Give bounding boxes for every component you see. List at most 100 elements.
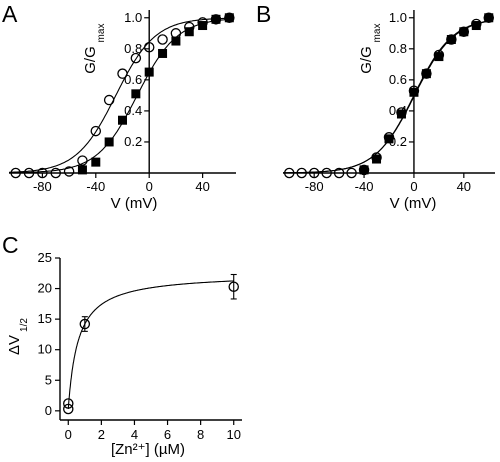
panel-c-circle-point (63, 398, 74, 409)
panel-c-circle-point (79, 318, 91, 330)
panel-a-square-point (144, 67, 154, 77)
panel-c-chart: 0 2 4 6 8 10 0 5 10 15 20 25 (38, 250, 242, 442)
panel-b-y-tick-label: 1.0 (389, 10, 407, 25)
panel-b-circle-point (283, 167, 295, 179)
panel-c-circle-point (228, 281, 239, 292)
panel-a-y-label-sub: max (96, 24, 107, 43)
panel-b-x-label: V (mV) (390, 195, 437, 212)
panel-a-circle-point (184, 21, 195, 33)
panel-a-circle-point (50, 167, 61, 179)
panel-a-square-point (118, 115, 127, 125)
panel-c-x-tick-label: 4 (131, 427, 138, 442)
panel-letter-a: A (2, 1, 18, 27)
panel-a-x-tick-label: -80 (33, 179, 52, 194)
panel-a-square-point (224, 13, 234, 23)
panel-b-y-tick-label: 0.6 (389, 72, 407, 87)
panel-a-circle-point (10, 167, 21, 179)
panel-c-x-tick-label: 0 (65, 427, 72, 442)
panel-a-circle-point (63, 166, 75, 177)
panel-c-y-tick-label: 5 (45, 372, 52, 387)
panel-c-y-tick-label: 15 (38, 311, 52, 326)
panel-b-square-point (434, 52, 444, 62)
panel-a-circle-point (117, 68, 128, 79)
panel-a-square-point (158, 48, 168, 58)
panel-a-x-tick-label: 0 (146, 179, 153, 194)
panel-a-y-tick-label: 0.4 (124, 103, 142, 118)
panel-b-circle-point (358, 164, 370, 176)
panel-a-circle-point (37, 167, 48, 179)
panel-a-x-tick-label: 40 (195, 179, 209, 194)
panel-c-x-tick-label: 10 (226, 427, 240, 442)
panel-a-circle-point (157, 34, 168, 45)
panel-b-square-point (484, 13, 494, 23)
panel-b-circle-point (296, 167, 307, 179)
panel-b-square-point (372, 154, 382, 164)
panel-b-circle-point (483, 12, 495, 24)
panel-b-circle-point (333, 167, 345, 179)
panel-a-y-tick-label: 0.6 (124, 72, 142, 87)
panel-a-circle-point (143, 42, 155, 53)
panel-a-square-point (131, 89, 141, 99)
panel-c-fit-curve (67, 280, 234, 410)
panel-c-y-tick-label: 25 (38, 250, 52, 265)
panel-b-fit-curve-1 (283, 20, 489, 174)
panel-a-y-label: G/G max (82, 24, 107, 74)
panel-a-x-tick-label: -40 (86, 179, 105, 194)
panel-b-circle-point (346, 167, 357, 179)
panel-a-square-point (91, 157, 101, 167)
panel-a-y-tick-label: 0.8 (124, 41, 142, 56)
panel-a-circle-point (130, 52, 142, 64)
panel-b-circle-point (408, 85, 420, 96)
panel-c-y-label-main: ΔV (6, 335, 23, 355)
panel-a-fit-curve-0 (9, 17, 230, 173)
panel-c-x-tick-label: 8 (197, 427, 204, 442)
panel-b-circle-point (458, 26, 470, 37)
panel-a-chart: -80 -40 0 40 0.2 0.4 0.6 0.8 1.0 (9, 10, 236, 194)
panel-c-x-tick-label: 6 (164, 427, 171, 442)
panel-c-y-tick-label: 20 (38, 281, 52, 296)
panel-a-circle-point (77, 155, 88, 166)
panel-b-y-label-main: G/G (358, 46, 375, 74)
panel-c-x-label: [Zn²⁺] (µM) (111, 441, 185, 458)
panel-a-fit-curve-1 (9, 18, 230, 174)
panel-c-y-label: ΔV 1/2 (6, 318, 30, 355)
panel-a-circle-point (197, 17, 208, 28)
panel-b-circle-point (371, 152, 382, 163)
panel-b-y-label: G/G max (358, 24, 383, 74)
panel-b-x-tick-label: -40 (355, 179, 374, 194)
panel-b-square-point (446, 34, 456, 44)
panel-a-square-point (198, 21, 208, 31)
panel-a-y-tick-label: 0.2 (124, 134, 142, 149)
panel-b-y-label-sub: max (372, 24, 383, 43)
panel-b-circle-point (446, 34, 457, 45)
panel-b-circle-point (396, 107, 407, 118)
panel-a-square-point (171, 36, 181, 46)
panel-a-square-point (77, 165, 87, 175)
panel-a-circle-point (170, 28, 182, 39)
panel-a-circle-point (210, 14, 222, 25)
panel-b-x-tick-label: 40 (457, 179, 471, 194)
panel-c-y-label-sub: 1/2 (19, 318, 30, 332)
panel-b-square-point (471, 21, 481, 31)
panel-b-x-tick-label: -80 (305, 179, 324, 194)
panel-b-circle-point (308, 167, 320, 179)
panel-b-square-point (409, 87, 419, 97)
panel-b-x-tick-label: 0 (410, 179, 417, 194)
panel-a-square-point (211, 14, 221, 24)
panel-a-circle-point (224, 12, 235, 24)
panel-c-x-tick-label: 2 (98, 427, 105, 442)
panel-b-square-point (459, 27, 469, 37)
panel-b-circle-point (321, 167, 332, 179)
panel-b-y-tick-label: 0.8 (389, 41, 407, 56)
panel-b-circle-point (421, 68, 432, 79)
panel-b-circle-point (433, 49, 445, 61)
panel-b-circle-point (471, 18, 482, 30)
panel-letter-b: B (256, 1, 271, 27)
panel-b-square-point (384, 134, 394, 144)
panel-a-square-point (104, 137, 114, 147)
panel-c-circle-point (63, 403, 74, 415)
panel-b-fit-curve-0 (283, 20, 489, 174)
panel-b-square-point (396, 109, 406, 119)
